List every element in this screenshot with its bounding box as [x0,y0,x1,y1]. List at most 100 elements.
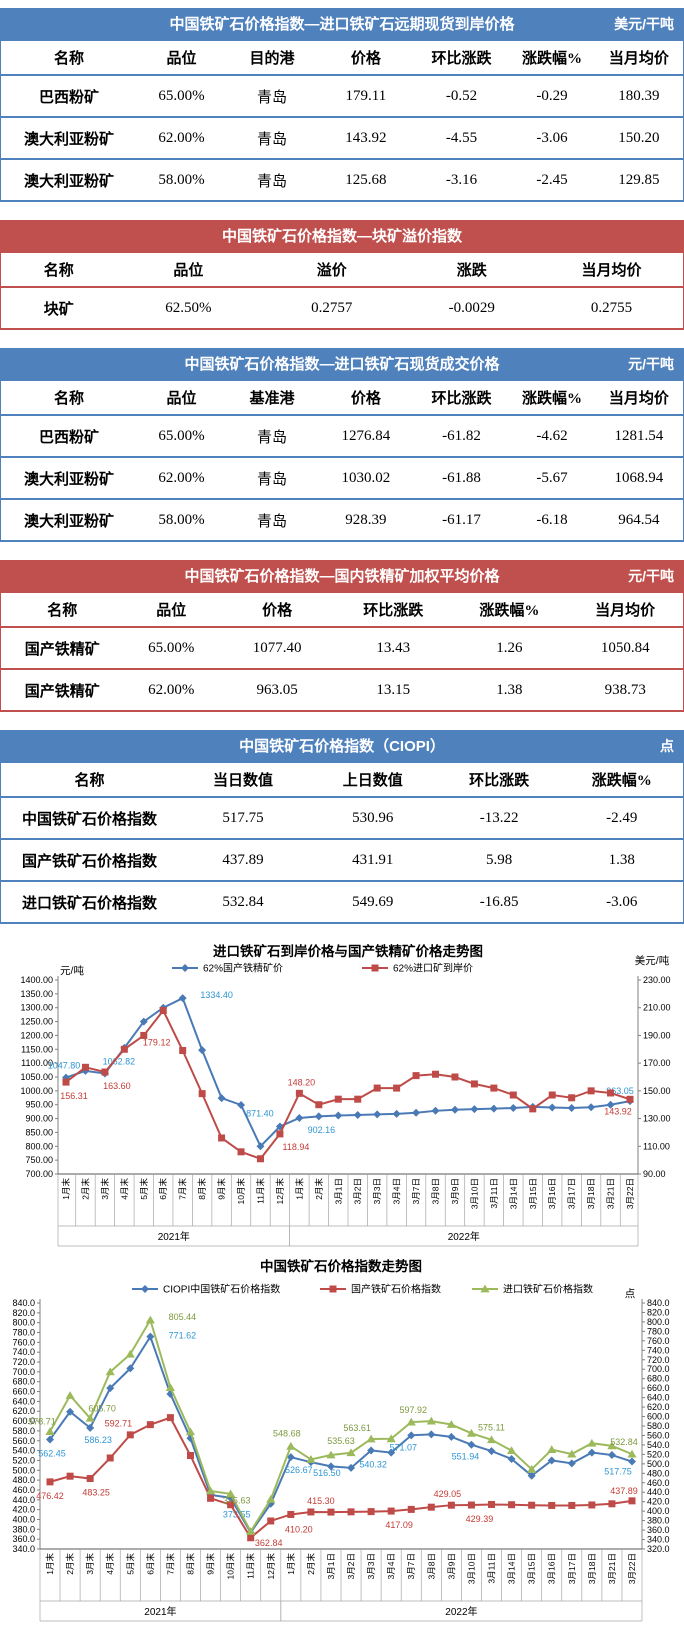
x-category-label: 3月2日 [353,1178,363,1204]
right-axis-tick: 340.0 [647,1535,670,1545]
column-header: 涨跌 [456,263,487,279]
data-point-label: 476.42 [36,1491,64,1501]
x-category-label: 5月末 [125,1553,135,1575]
table-section-domestic-concentrate: 中国铁矿石价格指数—国内铁精矿加权平均价格 元/干吨 名称 品位 价格 环比涨跌 涨跌幅… [0,560,684,712]
column-header: 当月均价 [608,391,669,407]
table-row: 国产铁矿石价格指数 437.89 431.91 5.98 1.38 [0,838,684,881]
x-category-label: 7月末 [178,1178,188,1200]
value-cell: 532.84 [178,880,308,923]
left-axis-tick: 1200.00 [20,1030,53,1040]
right-axis-tick: 110.00 [643,1141,670,1151]
value-cell: 517.75 [178,796,308,839]
left-axis-tick: 640.0 [12,1396,35,1406]
column-header: 品位 [156,603,187,619]
left-axis-tick: 1400.00 [20,975,53,985]
left-axis-tick: 480.0 [12,1475,35,1485]
x-category-label: 2月末 [80,1178,90,1200]
series-line [49,1317,633,1534]
value-cell: 青岛 [225,74,319,117]
right-axis-tick: 480.0 [647,1468,670,1478]
left-axis-tick: 780.0 [12,1328,35,1338]
row-name-cell: 巴西粉矿 [0,414,138,457]
right-axis-tick: 230.00 [643,975,671,985]
row-name-cell: 国产铁精矿 [0,668,124,711]
table-title-bar: 中国铁矿石价格指数—国内铁精矿加权平均价格 元/干吨 [0,560,684,593]
column-header: 环比涨跌 [431,391,492,407]
right-axis-tick: 210.00 [643,1003,671,1013]
column-header: 涨跌幅% [591,773,652,789]
x-category-label: 3月10日 [469,1178,479,1209]
series-line [49,1334,633,1535]
right-axis-tick: 440.0 [647,1487,670,1497]
data-point-label: 143.92 [604,1106,632,1116]
table-row: 块矿 62.50% 0.2757 -0.0029 0.2755 [0,286,684,329]
value-cell: -3.16 [413,158,510,201]
right-axis-tick: 680.0 [647,1374,670,1384]
data-point-label: 902.16 [308,1125,336,1135]
right-axis-unit: 点 [625,1288,636,1300]
left-axis-tick: 540.0 [12,1446,35,1456]
x-category-label: 3月17日 [567,1553,577,1584]
x-category-label: 3月18日 [586,1178,596,1209]
left-axis-tick: 500.0 [12,1465,35,1475]
value-cell: 1.26 [451,626,568,669]
left-axis-tick: 950.00 [25,1100,53,1110]
data-point-label: 415.30 [307,1496,335,1506]
data-point-label: 156.31 [60,1091,88,1101]
value-cell: 1276.84 [318,414,414,457]
right-axis-tick: 780.0 [647,1326,670,1336]
column-header: 当日数值 [212,773,273,789]
value-cell: -4.62 [509,414,595,457]
table-row: 中国铁矿石价格指数 517.75 530.96 -13.22 -2.49 [0,796,684,839]
chart-title: 中国铁矿石价格指数走势图 [260,1258,422,1274]
data-point-label: 871.40 [246,1108,274,1118]
row-name-cell: 中国铁矿石价格指数 [0,796,179,839]
value-cell: -5.67 [509,456,595,499]
column-header: 上日数值 [342,773,403,789]
right-axis-tick: 600.0 [647,1412,670,1422]
x-category-label: 3月22日 [625,1178,635,1209]
x-category-label: 11月末 [246,1553,256,1579]
data-point-label: 551.94 [452,1452,480,1462]
x-category-label: 12月末 [275,1178,285,1205]
series-line [65,996,631,1149]
value-cell: 青岛 [225,498,319,541]
value-cell: -0.0029 [403,286,541,329]
year-group-label: 2022年 [448,1230,480,1243]
left-axis-tick: 580.0 [12,1426,35,1436]
row-name-cell: 澳大利亚粉矿 [0,498,138,541]
x-category-label: 3月16日 [547,1553,557,1584]
left-axis-tick: 620.0 [12,1406,35,1416]
value-cell: 928.39 [318,498,414,541]
column-header: 涨跌幅% [521,51,582,67]
data-point-label: 575.11 [478,1422,505,1432]
row-name-cell: 块矿 [0,286,117,329]
left-axis-tick: 420.0 [12,1505,35,1515]
table-header-row: 名称 当日数值 上日数值 环比涨跌 涨跌幅% [1,763,684,797]
x-category-label: 1月末 [286,1553,296,1575]
left-axis-tick: 340.0 [12,1544,35,1554]
x-category-label: 2月末 [306,1553,316,1575]
value-cell: 62.00% [123,668,220,711]
left-axis-tick: 1250.00 [20,1017,53,1027]
left-axis-tick: 560.0 [12,1436,35,1446]
right-axis-tick: 800.0 [647,1317,670,1327]
data-point-label: 1062.82 [103,1056,136,1066]
value-cell: 1281.54 [594,414,684,457]
right-axis-tick: 400.0 [647,1506,670,1516]
value-cell: 1068.94 [594,456,684,499]
column-header: 名称 [54,391,85,407]
data-point-label: 1047.80 [48,1061,81,1071]
data-point-label: 571.07 [389,1442,417,1452]
right-axis-tick: 640.0 [647,1393,670,1403]
value-cell: 549.69 [307,880,438,923]
x-category-label: 3月末 [85,1553,95,1575]
value-cell: -61.82 [413,414,510,457]
value-cell: 431.91 [307,838,438,881]
left-axis-tick: 1150.00 [21,1044,53,1054]
value-cell: -13.22 [437,796,561,839]
column-header: 名称 [47,603,78,619]
left-axis-tick: 1000.00 [20,1086,53,1096]
data-point-label: 1334.40 [200,990,233,1000]
